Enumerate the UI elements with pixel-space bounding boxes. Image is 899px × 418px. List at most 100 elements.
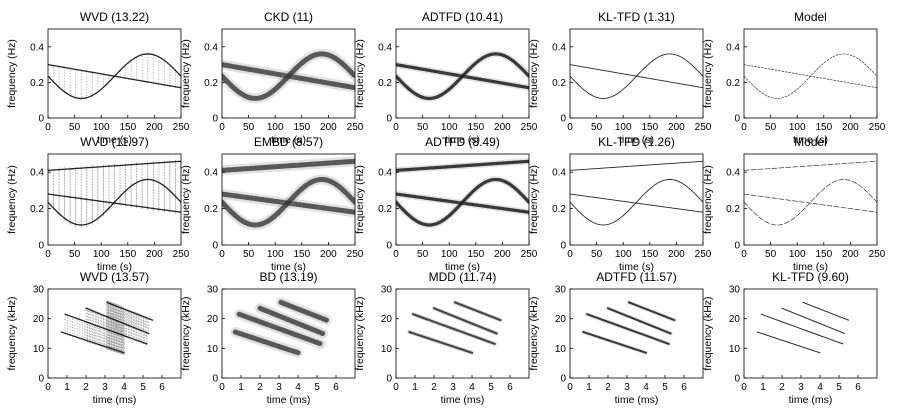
plot-area <box>744 29 877 118</box>
panel-title: KL-TFD (1.26) <box>598 135 675 149</box>
plot-area <box>744 289 877 378</box>
x-tick-label: 100 <box>441 249 458 260</box>
ridge-sinusoidal-FM <box>744 53 877 99</box>
panel-title: KL-TFD (1.31) <box>598 10 675 24</box>
y-tick-label: 0.4 <box>204 168 218 179</box>
x-tick-label: 200 <box>494 249 511 260</box>
ridge-harmonic-2 <box>64 313 148 345</box>
x-tick-label: 250 <box>869 249 886 260</box>
y-tick-label: 0.4 <box>204 42 218 53</box>
x-tick-label: 50 <box>765 249 777 260</box>
y-tick-label: 0.4 <box>552 168 566 179</box>
axes-frame <box>221 28 356 119</box>
ridge-harmonic-2 <box>586 313 670 345</box>
x-tick-label: 250 <box>173 249 190 260</box>
x-tick-label: 3 <box>450 382 456 393</box>
x-tick-label: 200 <box>320 122 337 133</box>
x-tick-label: 0 <box>393 382 399 393</box>
x-axis-label: time (s) <box>793 134 828 146</box>
y-tick-label: 0 <box>386 374 392 385</box>
x-tick-label: 100 <box>615 122 632 133</box>
ridge-descending-chirp <box>744 193 877 213</box>
plot-area <box>396 154 529 245</box>
ridge-harmonic-3 <box>85 307 150 335</box>
y-tick-label: 0 <box>386 114 392 125</box>
x-tick-label: 2 <box>257 382 263 393</box>
x-axis-label: time (s) <box>97 261 132 273</box>
plot-area <box>222 289 355 378</box>
x-tick-label: 50 <box>243 122 255 133</box>
y-tick-label: 0.4 <box>378 42 392 53</box>
ridge-harmonic-3 <box>257 305 326 336</box>
x-tick-label: 1 <box>586 382 592 393</box>
x-tick-label: 0 <box>567 249 573 260</box>
y-axis-label: frequency (Hz) <box>702 165 714 234</box>
ridge-ascending-chirp <box>396 159 529 172</box>
y-tick-label: 0 <box>38 374 44 385</box>
x-tick-label: 150 <box>119 122 136 133</box>
x-tick-label: 200 <box>146 249 163 260</box>
y-tick-label: 0 <box>212 114 218 125</box>
ridge-harmonic-1 <box>408 330 474 354</box>
y-axis-label: frequency (kHz) <box>528 296 540 370</box>
y-axis-label: frequency (Hz) <box>528 39 540 108</box>
x-tick-label: 50 <box>591 122 603 133</box>
ridge-harmonic-3 <box>607 307 672 335</box>
x-axis-label: time (s) <box>445 134 480 146</box>
x-tick-label: 6 <box>681 382 687 393</box>
x-tick-label: 250 <box>347 249 364 260</box>
y-tick-label: 10 <box>207 344 219 355</box>
ridge-ascending-chirp <box>570 160 703 171</box>
panel-title: Model <box>794 135 827 149</box>
x-tick-label: 200 <box>320 249 337 260</box>
axes-frame <box>743 288 878 379</box>
y-axis-label: frequency (Hz) <box>180 165 192 234</box>
y-axis-label: frequency (kHz) <box>354 296 366 370</box>
panel-3-5: 0 1 2 3 4 5 6 0 10 20 30 time (ms) frequency (kHz) KL… <box>702 270 878 406</box>
axes-frame <box>221 153 356 246</box>
y-tick-label: 0 <box>734 241 740 252</box>
y-tick-label: 30 <box>33 285 45 296</box>
x-tick-label: 6 <box>507 382 513 393</box>
x-tick-label: 250 <box>521 122 538 133</box>
y-tick-label: 0.4 <box>552 42 566 53</box>
x-tick-label: 2 <box>83 382 89 393</box>
cross-term-interference <box>64 300 150 355</box>
x-tick-label: 100 <box>789 122 806 133</box>
y-tick-label: 0 <box>560 114 566 125</box>
ridge-ascending-chirp <box>48 160 181 172</box>
y-tick-label: 0.4 <box>378 168 392 179</box>
x-tick-label: 100 <box>615 249 632 260</box>
panel-title: WVD (11.97) <box>80 135 148 149</box>
x-tick-label: 50 <box>591 249 603 260</box>
y-tick-label: 0.4 <box>726 42 740 53</box>
x-tick-label: 200 <box>842 249 859 260</box>
panel-2-3: 0 50 100 150 200 250 0 0.2 0.4 time (s) frequency … <box>354 135 538 273</box>
ridge-sinusoidal-FM <box>570 179 703 226</box>
x-tick-label: 5 <box>662 382 668 393</box>
x-axis-label: time (s) <box>445 261 480 273</box>
plot-area <box>222 154 355 245</box>
panel-2-4: 0 50 100 150 200 250 0 0.2 0.4 time (s) frequency … <box>528 135 712 273</box>
y-tick-label: 0.4 <box>30 42 44 53</box>
y-tick-label: 0.2 <box>204 78 218 89</box>
axes-frame <box>569 153 704 246</box>
y-tick-label: 0 <box>38 241 44 252</box>
y-axis-label: frequency (kHz) <box>180 296 192 370</box>
x-tick-label: 150 <box>119 249 136 260</box>
y-tick-label: 0.2 <box>552 204 566 215</box>
x-tick-label: 250 <box>173 122 190 133</box>
axes-frame <box>743 28 878 119</box>
panel-title: ADTFD (11.57) <box>596 270 676 284</box>
axes-frame <box>569 28 704 119</box>
x-tick-label: 150 <box>641 122 658 133</box>
y-tick-label: 20 <box>555 314 567 325</box>
x-tick-label: 4 <box>643 382 649 393</box>
x-tick-label: 4 <box>817 382 823 393</box>
axes-frame <box>743 153 878 246</box>
x-axis-label: time (ms) <box>789 394 833 406</box>
y-tick-label: 0 <box>38 114 44 125</box>
x-tick-label: 0 <box>45 382 51 393</box>
y-tick-label: 0.2 <box>30 204 44 215</box>
